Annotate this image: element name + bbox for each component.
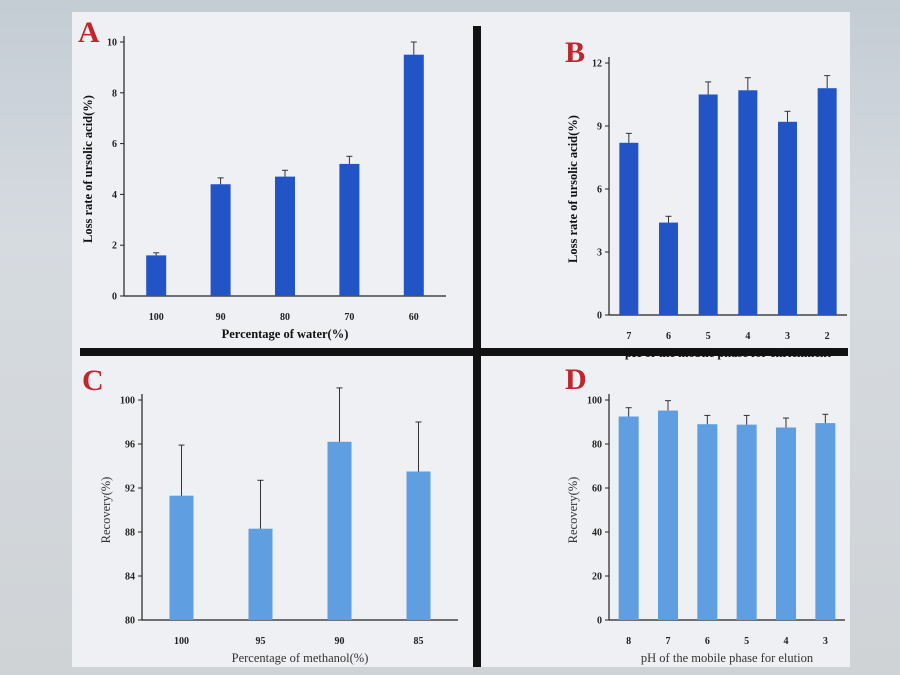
y-axis-label-a: Loss rate of ursolic acid(%) bbox=[81, 95, 95, 243]
bar-a-90 bbox=[210, 184, 231, 296]
y-tick-label-b: 0 bbox=[597, 311, 602, 322]
horizontal-divider bbox=[80, 348, 848, 356]
chart-svg-a: A 0 2 4 6 8 10 100 90 80 70 60 Percentage of water(%… bbox=[78, 16, 446, 341]
figure: A 0 2 4 6 8 10 100 90 80 70 60 Percentage of water(%… bbox=[72, 12, 850, 667]
panel-label-b: B bbox=[565, 36, 585, 69]
x-tick-label-c: 95 bbox=[256, 636, 266, 647]
y-tick-label-c: 96 bbox=[125, 440, 135, 451]
bar-b-4 bbox=[738, 90, 758, 315]
x-tick-label-d: 8 bbox=[626, 636, 631, 647]
bar-b-7 bbox=[619, 142, 639, 315]
y-tick-label-d: 40 bbox=[592, 528, 602, 539]
y-tick-label-b: 3 bbox=[597, 248, 602, 259]
x-axis-label-b: pH of the mobile phase for enrichment bbox=[625, 346, 832, 360]
x-tick-label-d: 7 bbox=[666, 636, 671, 647]
x-tick-label-a: 90 bbox=[216, 312, 226, 323]
panel-label-d: D bbox=[565, 363, 587, 396]
y-tick-label-b: 12 bbox=[592, 59, 602, 70]
x-tick-label-b: 3 bbox=[785, 331, 790, 342]
y-tick-label-a: 0 bbox=[112, 292, 117, 303]
panel-label-a: A bbox=[78, 16, 100, 49]
bar-b-3 bbox=[778, 121, 797, 315]
y-tick-label-a: 6 bbox=[112, 139, 117, 150]
y-axis-label-c: Recovery(%) bbox=[99, 477, 113, 544]
chart-svg-b: B 0 3 6 9 12 7 6 5 4 3 2 pH of the mobile phase for … bbox=[565, 36, 847, 360]
bar-c-95 bbox=[248, 528, 273, 620]
x-tick-label-a: 100 bbox=[149, 312, 164, 323]
y-tick-label-c: 100 bbox=[120, 396, 135, 407]
chart-panel-d: D 0 20 40 60 80 100 8 7 6 5 4 3 pH of the mobile phas… bbox=[481, 356, 850, 667]
bar-d-6 bbox=[697, 424, 718, 620]
y-tick-label-d: 100 bbox=[587, 396, 602, 407]
x-tick-label-c: 90 bbox=[335, 636, 345, 647]
x-tick-label-b: 6 bbox=[666, 331, 671, 342]
bar-d-4 bbox=[776, 427, 796, 620]
y-tick-label-d: 0 bbox=[597, 616, 602, 627]
x-tick-label-c: 85 bbox=[414, 636, 424, 647]
x-tick-label-c: 100 bbox=[174, 636, 189, 647]
bar-a-80 bbox=[275, 176, 295, 296]
bar-c-90 bbox=[327, 441, 352, 620]
y-tick-label-b: 9 bbox=[597, 122, 602, 133]
y-tick-label-d: 80 bbox=[592, 440, 602, 451]
bar-d-3 bbox=[815, 423, 836, 620]
y-tick-label-d: 20 bbox=[592, 572, 602, 583]
x-axis-label-a: Percentage of water(%) bbox=[222, 327, 349, 341]
bar-c-100 bbox=[169, 495, 194, 620]
y-tick-label-c: 92 bbox=[125, 484, 135, 495]
x-tick-label-d: 5 bbox=[744, 636, 749, 647]
y-tick-label-c: 80 bbox=[125, 616, 135, 627]
bar-a-100 bbox=[146, 255, 167, 296]
bar-b-6 bbox=[659, 222, 678, 315]
y-axis-label-b: Loss rate of ursolic acid(%) bbox=[566, 115, 580, 263]
bar-d-5 bbox=[736, 424, 757, 620]
x-tick-label-a: 80 bbox=[280, 312, 290, 323]
bar-b-5 bbox=[698, 94, 718, 315]
chart-panel-b: B 0 3 6 9 12 7 6 5 4 3 2 pH of the mobile phase for … bbox=[481, 26, 850, 360]
bar-d-7 bbox=[658, 410, 678, 620]
chart-svg-c: C 80 84 88 92 96 100 100 95 90 85 Percentage of met… bbox=[82, 364, 458, 665]
chart-svg-d: D 0 20 40 60 80 100 8 7 6 5 4 3 pH of the mobile phas… bbox=[565, 363, 845, 665]
bar-a-70 bbox=[339, 163, 360, 296]
x-tick-label-b: 4 bbox=[745, 331, 750, 342]
x-tick-label-d: 3 bbox=[823, 636, 828, 647]
bar-c-85 bbox=[406, 471, 431, 620]
y-axis-label-d: Recovery(%) bbox=[566, 477, 580, 544]
x-tick-label-a: 70 bbox=[344, 312, 354, 323]
bar-d-8 bbox=[618, 416, 639, 620]
x-axis-label-d: pH of the mobile phase for elution bbox=[641, 651, 814, 665]
y-tick-label-d: 60 bbox=[592, 484, 602, 495]
x-tick-label-d: 4 bbox=[784, 636, 789, 647]
x-axis-label-c: Percentage of methanol(%) bbox=[232, 651, 369, 665]
y-tick-label-a: 8 bbox=[112, 88, 117, 99]
chart-panel-a: A 0 2 4 6 8 10 100 90 80 70 60 Percentage of water(%… bbox=[72, 12, 472, 348]
vertical-divider bbox=[473, 26, 481, 667]
x-tick-label-a: 60 bbox=[409, 312, 419, 323]
bar-b-2 bbox=[817, 88, 837, 315]
y-tick-label-a: 10 bbox=[107, 38, 117, 49]
bar-a-60 bbox=[403, 54, 424, 297]
y-tick-label-a: 4 bbox=[112, 190, 117, 201]
panel-label-c: C bbox=[82, 364, 104, 397]
x-tick-label-b: 5 bbox=[706, 331, 711, 342]
x-tick-label-d: 6 bbox=[705, 636, 710, 647]
y-tick-label-c: 88 bbox=[125, 528, 135, 539]
chart-panel-c: C 80 84 88 92 96 100 100 95 90 85 Percentage of met… bbox=[72, 356, 472, 667]
y-tick-label-a: 2 bbox=[112, 241, 117, 252]
x-tick-label-b: 2 bbox=[825, 331, 830, 342]
y-tick-label-c: 84 bbox=[125, 572, 135, 583]
y-tick-label-b: 6 bbox=[597, 185, 602, 196]
x-tick-label-b: 7 bbox=[626, 331, 631, 342]
